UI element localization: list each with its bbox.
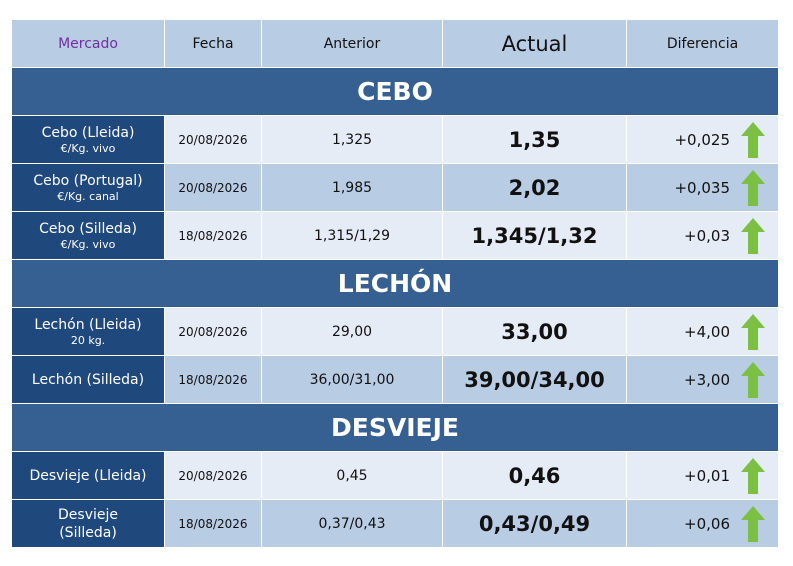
up-arrow [741,169,765,206]
previous-price: 1,315/1,29 [262,212,443,259]
market-cell: Desvieje (Lleida) [12,452,165,499]
market-cell: Cebo (Silleda) €/Kg. vivo [12,212,165,259]
previous-price: 1,985 [262,164,443,211]
data-row: Desvieje (Silleda) 18/08/2026 0,37/0,43 0,43… [12,500,778,548]
date: 20/08/2026 [165,452,262,499]
date: 20/08/2026 [165,308,262,355]
market-cell: Cebo (Portugal) €/Kg. canal [12,164,165,211]
difference: +0,035 [674,178,730,197]
difference: +0,01 [684,466,730,485]
date: 20/08/2026 [165,164,262,211]
data-row: Lechón (Lleida) 20 kg. 20/08/2026 29,00 33,0… [12,308,778,356]
market-name: Lechón (Silleda) [31,371,145,388]
market-name: Cebo (Portugal) [33,172,143,189]
up-arrow [741,361,765,398]
market-cell: Desvieje (Silleda) [12,500,165,547]
difference: +0,025 [674,130,730,149]
market-name: Lechón (Lleida) [34,316,142,333]
up-arrow [741,313,765,350]
previous-price: 1,325 [262,116,443,163]
market-name: Desvieje (Lleida) [29,467,147,484]
arrow-shape [741,169,765,206]
market-cell: Lechón (Lleida) 20 kg. [12,308,165,355]
market-unit: €/Kg. canal [57,189,119,203]
difference-cell: +0,06 [627,500,778,547]
market-cell: Lechón (Silleda) [12,356,165,403]
section-title: DESVIEJE [12,404,778,452]
difference-cell: +4,00 [627,308,778,355]
price-table: Mercado Fecha Anterior Actual Diferencia CEBO… [12,20,778,548]
market-name: Cebo (Silleda) [39,220,137,237]
current-price: 0,46 [443,452,627,499]
date: 18/08/2026 [165,500,262,547]
arrow-shape [741,505,765,542]
data-row: Desvieje (Lleida) 20/08/2026 0,45 0,46 +0,01 [12,452,778,500]
current-price: 2,02 [443,164,627,211]
arrow-shape [741,217,765,254]
date: 20/08/2026 [165,116,262,163]
up-arrow [741,457,765,494]
data-row: Cebo (Silleda) €/Kg. vivo 18/08/2026 1,315/… [12,212,778,260]
current-price: 33,00 [443,308,627,355]
difference: +0,03 [684,226,730,245]
previous-price: 0,37/0,43 [262,500,443,547]
current-price: 1,35 [443,116,627,163]
date: 18/08/2026 [165,356,262,403]
up-arrow [741,505,765,542]
header-cell: Mercado [12,20,165,67]
market-cell: Cebo (Lleida) €/Kg. vivo [12,116,165,163]
difference-cell: +0,025 [627,116,778,163]
header-cell: Actual [443,20,627,67]
up-arrow [741,121,765,158]
difference: +4,00 [684,322,730,341]
market-unit: €/Kg. vivo [60,141,116,155]
current-price: 1,345/1,32 [443,212,627,259]
data-row: Lechón (Silleda) 18/08/2026 36,00/31,00 39,… [12,356,778,404]
data-row: Cebo (Portugal) €/Kg. canal 20/08/2026 1,98… [12,164,778,212]
market-unit: €/Kg. vivo [60,237,116,251]
current-price: 39,00/34,00 [443,356,627,403]
header-cell: Diferencia [666,35,739,52]
header-row: Mercado Fecha Anterior Actual Diferencia [12,20,778,68]
previous-price: 29,00 [262,308,443,355]
arrow-shape [741,457,765,494]
up-arrow [741,217,765,254]
data-row: Cebo (Lleida) €/Kg. vivo 20/08/2026 1,325 1,… [12,116,778,164]
market-unit: 20 kg. [70,333,106,347]
previous-price: 0,45 [262,452,443,499]
section-title: LECHÓN [12,260,778,308]
current-price: 0,43/0,49 [443,500,627,547]
section-title: CEBO [12,68,778,116]
market-name: Cebo (Lleida) [41,124,135,141]
difference-cell: +0,01 [627,452,778,499]
arrow-shape [741,361,765,398]
arrow-shape [741,313,765,350]
difference: +3,00 [684,370,730,389]
difference-cell: +3,00 [627,356,778,403]
header-cell: Fecha [165,20,262,67]
market-name: Desvieje [58,506,118,523]
header-cell: Anterior [262,20,443,67]
difference: +0,06 [684,514,730,533]
market-name: (Silleda) [59,524,117,541]
difference-cell: +0,03 [627,212,778,259]
arrow-shape [741,121,765,158]
previous-price: 36,00/31,00 [262,356,443,403]
difference-cell: +0,035 [627,164,778,211]
date: 18/08/2026 [165,212,262,259]
